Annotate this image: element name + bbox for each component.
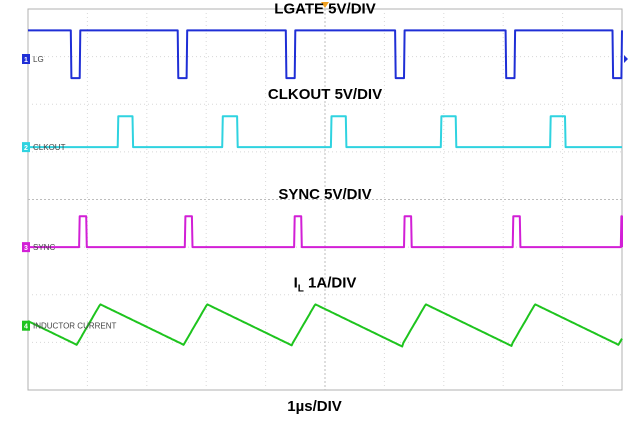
channel-marker-number-4: 4	[24, 324, 28, 331]
channel-label-4: INDUCTOR CURRENT	[33, 322, 117, 331]
channel-marker-3[interactable]	[22, 242, 30, 253]
traces	[27, 29, 623, 348]
channel-label-2: CLKOUT	[33, 143, 66, 152]
channel-label-3: SYNC	[33, 243, 55, 252]
channel-title-4: IL 1A/DIV	[294, 274, 357, 294]
channel-marker-number-3: 3	[24, 245, 28, 252]
channel-marker-2[interactable]	[22, 142, 30, 153]
trace-inductor-current	[27, 303, 623, 348]
channel-title-3: SYNC 5V/DIV	[278, 186, 371, 203]
channel-labels: LGATE 5V/DIV 1 LG CLKOUT 5V/DIV 2 CLKOUT SYNC …	[22, 0, 628, 331]
trigger-marker	[321, 2, 329, 8]
trace-lg	[28, 29, 623, 80]
trace-sync	[28, 215, 623, 249]
channel-marker-number-2: 2	[24, 145, 28, 152]
channel-title-2: CLKOUT 5V/DIV	[268, 86, 382, 103]
x-axis-label: 1µs/DIV	[287, 398, 342, 415]
trace-clkout	[28, 115, 622, 149]
level-marker-icon	[624, 55, 628, 64]
channel-title-1: LGATE 5V/DIV	[274, 0, 375, 17]
channel-marker-4[interactable]	[22, 320, 30, 331]
channel-label-1: LG	[33, 55, 44, 64]
channel-marker-1[interactable]	[22, 54, 30, 65]
channel-marker-number-1: 1	[24, 57, 28, 64]
